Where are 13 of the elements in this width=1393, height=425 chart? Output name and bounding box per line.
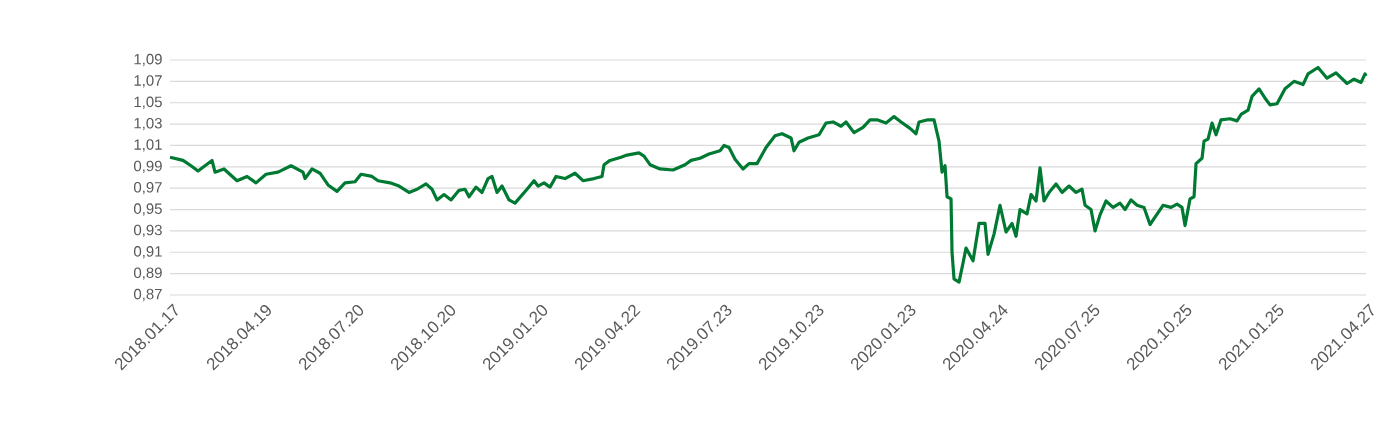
y-tick-label: 1,05 (134, 96, 162, 109)
y-tick-label: 1,01 (134, 139, 162, 152)
y-tick-label: 0,99 (133, 160, 162, 173)
y-tick-label: 0,91 (133, 246, 162, 259)
y-tick-label: 1,03 (134, 117, 162, 131)
y-tick-label: 1,09 (134, 53, 162, 67)
y-tick-label: 0,97 (133, 182, 162, 195)
line-series (168, 65, 1368, 284)
y-tick-label: 0,89 (133, 267, 162, 280)
y-tick-label: 1,07 (134, 75, 162, 88)
y-tick-label: 0,93 (133, 224, 162, 238)
y-tick-label: 0,87 (133, 288, 162, 302)
y-tick-label: 0,95 (133, 203, 162, 216)
